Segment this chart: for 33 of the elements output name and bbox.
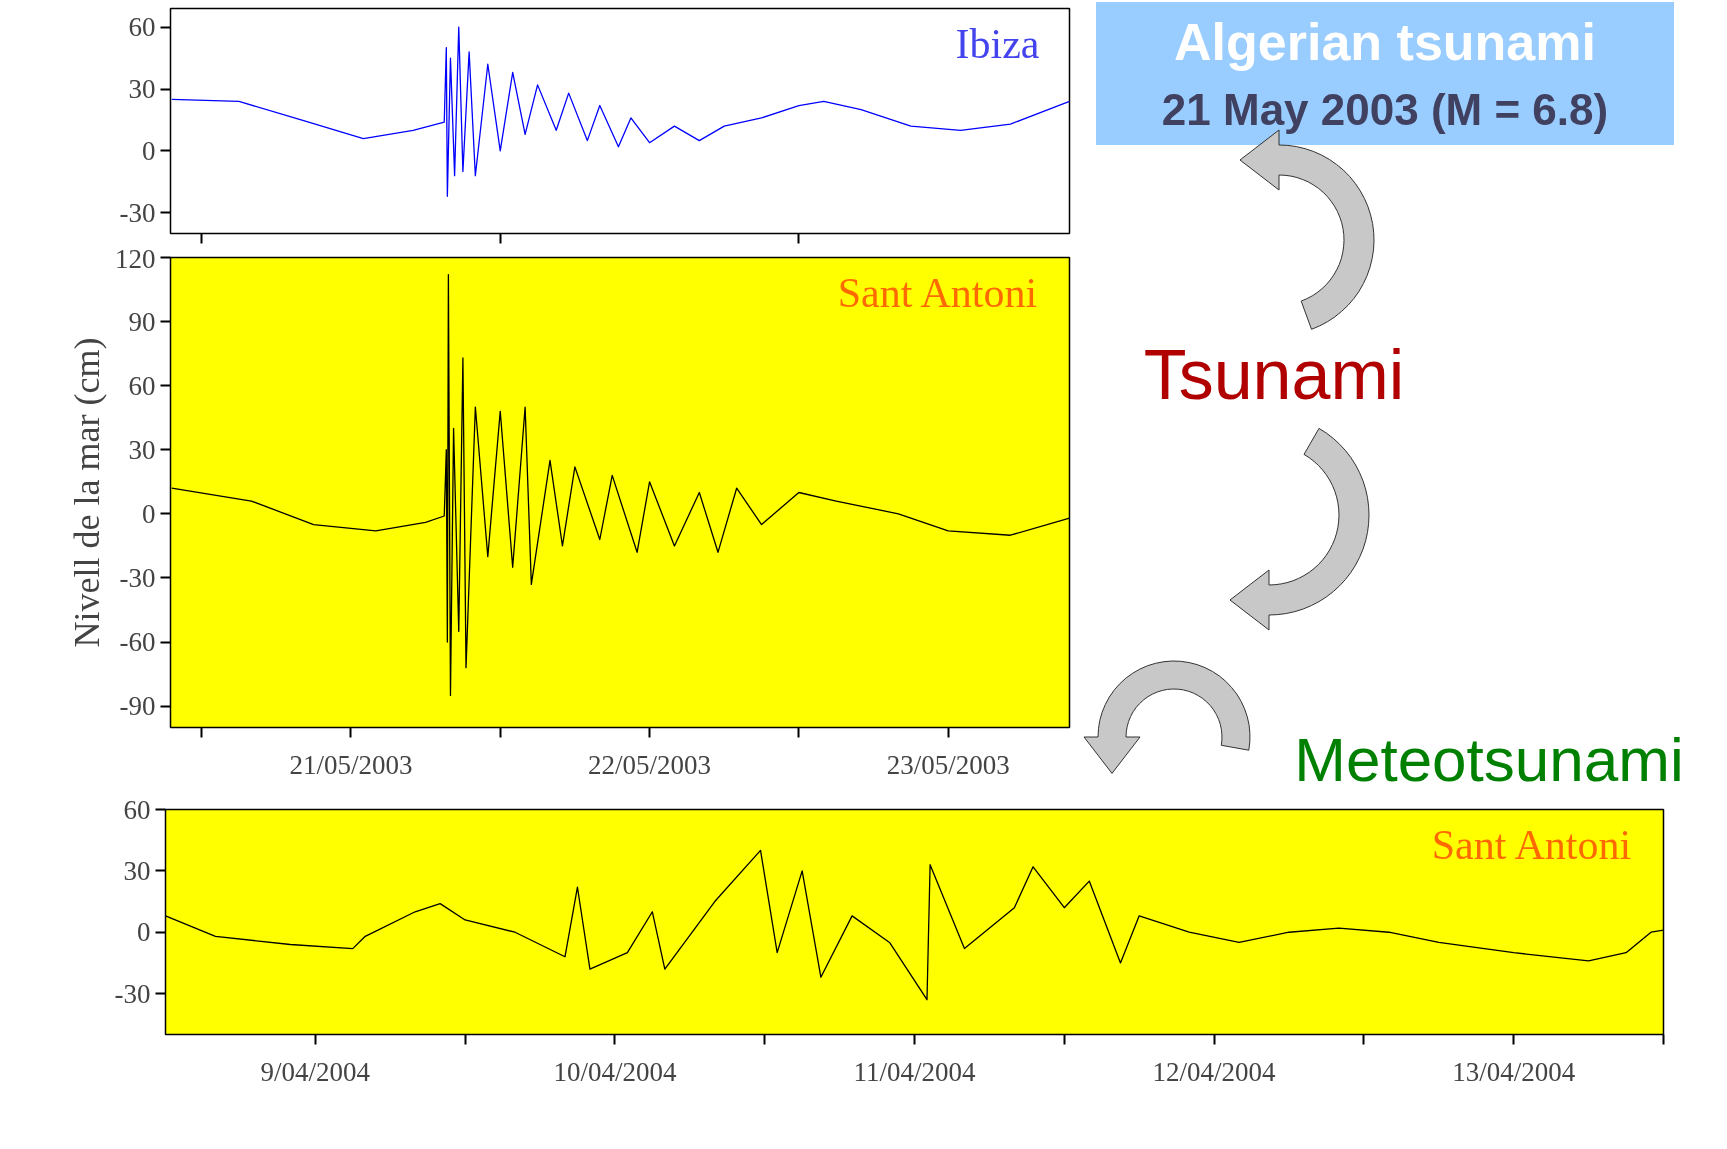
- x-tick-label: 11/04/2004: [853, 1056, 976, 1087]
- y-tick-label: 30: [128, 434, 156, 465]
- text: Meteotsunami: [1294, 724, 1684, 794]
- text: Algerian tsunami: [1174, 13, 1596, 71]
- y-tick-label: 60: [128, 12, 156, 43]
- text: Tsunami: [1143, 336, 1405, 414]
- y-tick-label: 0: [137, 917, 151, 948]
- annotation: Ibiza: [955, 20, 1040, 67]
- y-tick-label: -30: [119, 197, 156, 228]
- x-tick-label: 22/05/2003: [588, 749, 712, 780]
- y-tick-label: 0: [142, 135, 156, 166]
- y-axis-title: Nivell de la mar (cm): [67, 337, 107, 648]
- x-tick-label: 13/04/2004: [1452, 1056, 1576, 1087]
- y-tick-label: 0: [142, 498, 156, 529]
- y-tick-label: 30: [123, 855, 151, 886]
- y-tick-label: -30: [114, 978, 151, 1009]
- x-tick-label: 12/04/2004: [1152, 1056, 1277, 1087]
- text: 21 May 2003 (M = 6.8): [1161, 84, 1609, 134]
- x-tick-label: 21/05/2003: [289, 749, 413, 780]
- y-tick-label: 120: [115, 243, 156, 274]
- line-series: [171, 26, 1070, 197]
- x-tick-label: 10/04/2004: [553, 1056, 677, 1087]
- x-tick-label: 9/04/2004: [260, 1056, 371, 1087]
- annotation: Sant Antoni: [837, 269, 1038, 316]
- y-tick-label: -90: [119, 691, 156, 722]
- annotation: Sant Antoni: [1431, 821, 1632, 868]
- y-tick-label: -30: [119, 562, 156, 593]
- y-tick-label: 60: [128, 370, 156, 401]
- y-tick-label: -60: [119, 627, 156, 658]
- y-tick-label: 30: [128, 74, 156, 104]
- y-tick-label: 60: [123, 794, 151, 825]
- y-tick-label: 90: [128, 306, 156, 337]
- x-tick-label: 23/05/2003: [886, 749, 1010, 780]
